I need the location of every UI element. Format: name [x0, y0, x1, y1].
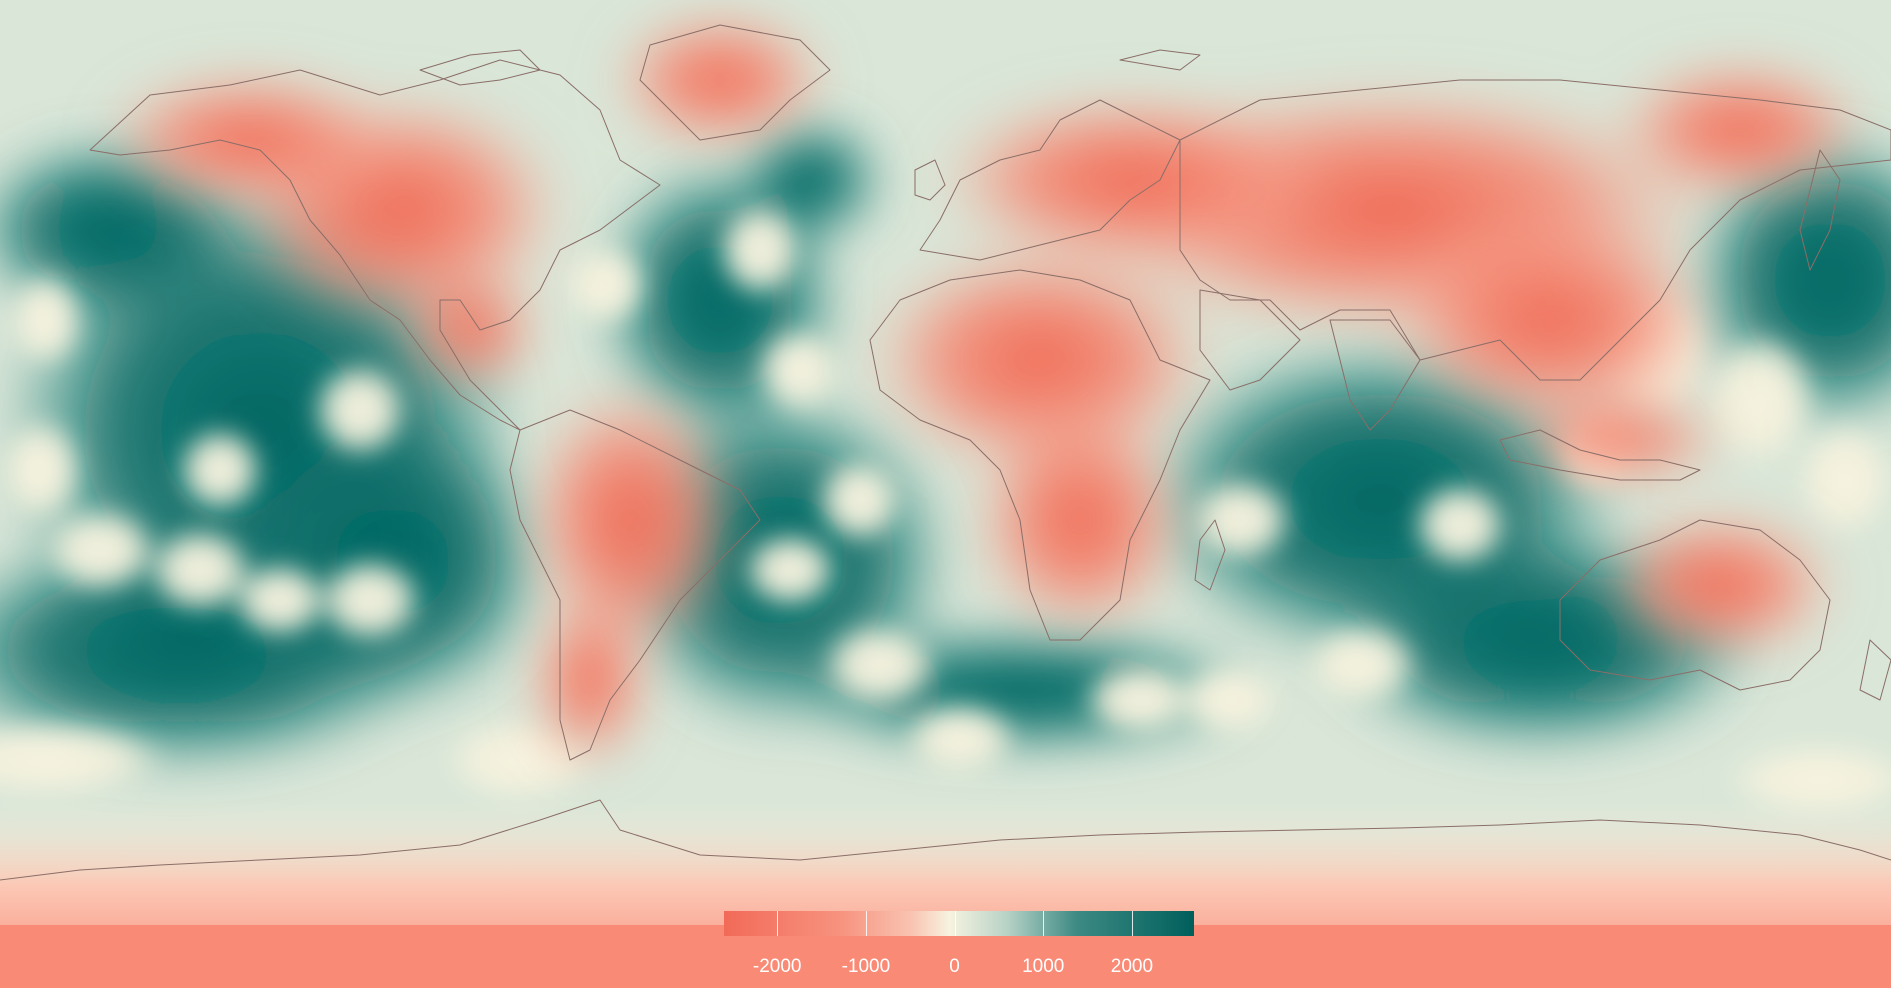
legend-tick	[1131, 911, 1133, 936]
legend-tick-label: -1000	[841, 956, 891, 977]
legend-tick	[954, 911, 956, 936]
color-legend: -2000 -1000 0 1000 2000	[724, 911, 1194, 977]
legend-tick-label: -2000	[752, 956, 802, 977]
legend-colorbar	[724, 911, 1194, 936]
land-field	[100, 10, 1870, 770]
legend-tick-label: 2000	[1110, 956, 1154, 977]
coastlines	[0, 24, 1891, 881]
legend-tick	[777, 911, 779, 936]
legend-tick-label: 0	[949, 956, 960, 977]
legend-tick	[1043, 911, 1045, 936]
legend-tick-label: 1000	[1022, 956, 1065, 977]
legend-tick	[865, 911, 867, 936]
